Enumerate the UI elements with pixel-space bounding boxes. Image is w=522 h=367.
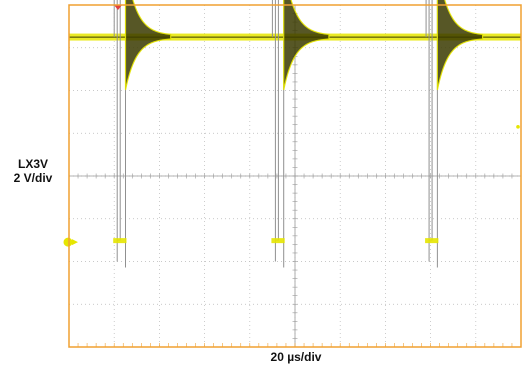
ground-marker-arrow (72, 239, 78, 245)
low-level-mark (425, 238, 438, 243)
vertical-scale: 2 V/div (2, 171, 64, 185)
x-axis-label: 20 µs/div (70, 350, 522, 364)
low-level-mark (271, 238, 284, 243)
channel-name: LX3V (2, 157, 64, 171)
low-level-mark (113, 238, 126, 243)
trigger-level-marker (516, 125, 520, 129)
ground-marker-icon (64, 238, 73, 247)
y-axis-label: LX3V 2 V/div (2, 157, 64, 185)
